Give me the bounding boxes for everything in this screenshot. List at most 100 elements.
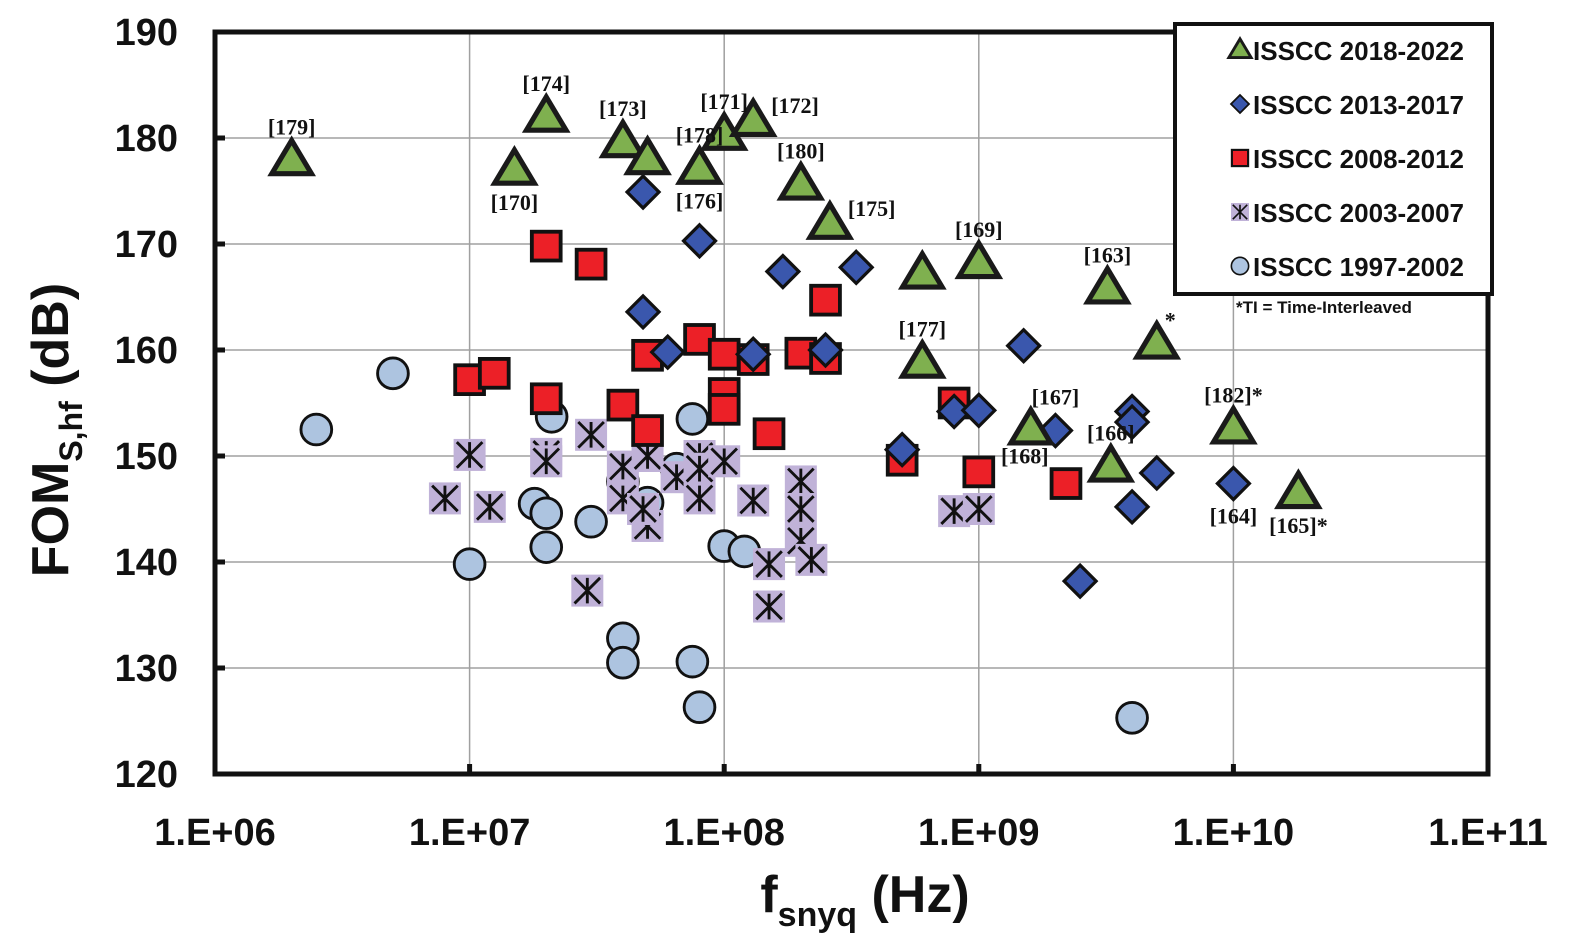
data-point xyxy=(935,393,973,430)
point-label: [173] xyxy=(599,96,647,121)
asterisk-marker-lines xyxy=(475,493,504,521)
data-point xyxy=(1115,701,1149,735)
data-point xyxy=(627,493,660,525)
point-label: [179] xyxy=(268,114,316,139)
series-triangle xyxy=(267,91,1323,510)
data-point xyxy=(631,414,664,447)
data-point xyxy=(1083,263,1132,305)
legend-label: ISSCC 2013-2017 xyxy=(1253,90,1464,120)
asterisk-marker-lines xyxy=(455,441,484,469)
triangle-marker-shape xyxy=(776,159,826,201)
triangle-marker-shape xyxy=(598,117,648,159)
triangle-marker-shape xyxy=(728,96,778,138)
point-label: [165]* xyxy=(1269,513,1328,538)
data-point xyxy=(624,173,662,211)
square-marker-shape xyxy=(809,283,842,317)
diamond-marker-shape xyxy=(681,222,718,260)
legend-label: ISSCC 2008-2012 xyxy=(1253,144,1464,174)
triangle-marker-shape xyxy=(1083,263,1132,305)
data-point xyxy=(530,445,563,478)
circle-marker-shape xyxy=(1230,256,1250,276)
footnote: *TI = Time-Interleaved xyxy=(1236,298,1412,317)
x-axis-label: fsnyq (Hz) xyxy=(760,866,969,934)
data-point xyxy=(1215,465,1252,502)
y-tick-label: 170 xyxy=(115,224,178,266)
data-point xyxy=(1061,562,1099,600)
data-point xyxy=(529,382,563,416)
x-tick-labels: 1.E+06 1.E+07 1.E+08 1.E+09 1.E+10 1.E+11 xyxy=(154,812,1547,854)
triangle-marker-shape xyxy=(954,238,1004,280)
triangle-marker-shape xyxy=(267,135,316,177)
data-point xyxy=(960,392,998,429)
point-label: [168] xyxy=(1001,444,1049,469)
x-axis-label-unit: (Hz) xyxy=(857,866,970,924)
legend-item: ISSCC 1997-2002 xyxy=(1230,252,1464,282)
data-point xyxy=(267,135,316,177)
data-point xyxy=(962,493,995,525)
y-tick-label: 140 xyxy=(115,542,178,584)
diamond-marker-shape xyxy=(1061,562,1099,600)
point-label: [180] xyxy=(777,139,825,164)
diamond-marker-shape xyxy=(734,335,772,373)
data-point xyxy=(623,134,672,176)
x-tick-label: 1.E+11 xyxy=(1428,812,1547,854)
data-point xyxy=(521,91,571,133)
legend-item: ISSCC 2013-2017 xyxy=(1229,90,1464,120)
data-point xyxy=(571,574,604,607)
triangle-marker-shape xyxy=(1132,318,1182,360)
y-axis-label: FOMS,hf (dB) xyxy=(22,283,89,577)
data-point xyxy=(649,333,686,371)
diamond-marker-shape xyxy=(624,173,662,211)
data-point xyxy=(737,484,770,517)
data-point xyxy=(606,645,640,680)
square-marker-shape xyxy=(1049,467,1083,500)
triangle-marker-shape xyxy=(623,134,672,176)
square-marker-shape xyxy=(574,247,608,281)
data-point xyxy=(883,431,921,468)
data-point xyxy=(574,247,608,281)
data-point xyxy=(734,335,772,373)
circle-marker-shape xyxy=(606,645,640,680)
diamond-marker-shape xyxy=(1005,327,1042,365)
asterisk-marker-lines xyxy=(532,447,561,476)
data-point xyxy=(1005,327,1042,365)
data-point xyxy=(1209,403,1258,445)
legend-label: ISSCC 2003-2007 xyxy=(1253,198,1464,228)
legend-label: ISSCC 2018-2022 xyxy=(1253,36,1464,66)
point-label: [174] xyxy=(522,71,570,96)
data-point xyxy=(707,337,741,371)
circle-marker-shape xyxy=(574,504,608,539)
data-point xyxy=(807,331,844,369)
diamond-marker-shape xyxy=(883,431,921,468)
diamond-marker-shape xyxy=(624,293,662,331)
asterisk-marker-lines xyxy=(710,447,739,476)
diamond-marker-shape xyxy=(960,392,998,429)
data-point xyxy=(837,249,875,286)
legend-marker xyxy=(1226,36,1254,60)
square-marker-shape xyxy=(962,455,996,489)
series-diamond xyxy=(624,173,1252,600)
y-axis-label-sub: S,hf xyxy=(53,401,89,462)
circle-marker-shape xyxy=(675,644,710,679)
diamond-marker-shape xyxy=(935,393,973,430)
circle-marker-shape xyxy=(1115,701,1149,735)
point-label: [175] xyxy=(848,196,896,221)
triangle-marker-shape xyxy=(1006,404,1056,446)
data-point xyxy=(1113,403,1151,441)
legend-item: ISSCC 2003-2007 xyxy=(1231,198,1464,228)
square-marker-shape xyxy=(529,382,563,416)
asterisk-marker-lines xyxy=(431,484,459,513)
data-point xyxy=(452,547,487,581)
asterisk-marker-lines xyxy=(633,442,662,470)
data-point xyxy=(675,402,710,436)
data-point xyxy=(805,199,855,240)
data-point xyxy=(477,357,511,390)
x-axis-label-main: f xyxy=(760,866,778,924)
data-point xyxy=(708,445,741,478)
data-point xyxy=(473,490,506,523)
legend-box xyxy=(1173,22,1494,296)
asterisk-marker-lines xyxy=(787,467,815,496)
plot-area-frame xyxy=(212,29,1491,777)
x-tick-label: 1.E+08 xyxy=(663,812,785,854)
data-point xyxy=(1138,454,1176,492)
